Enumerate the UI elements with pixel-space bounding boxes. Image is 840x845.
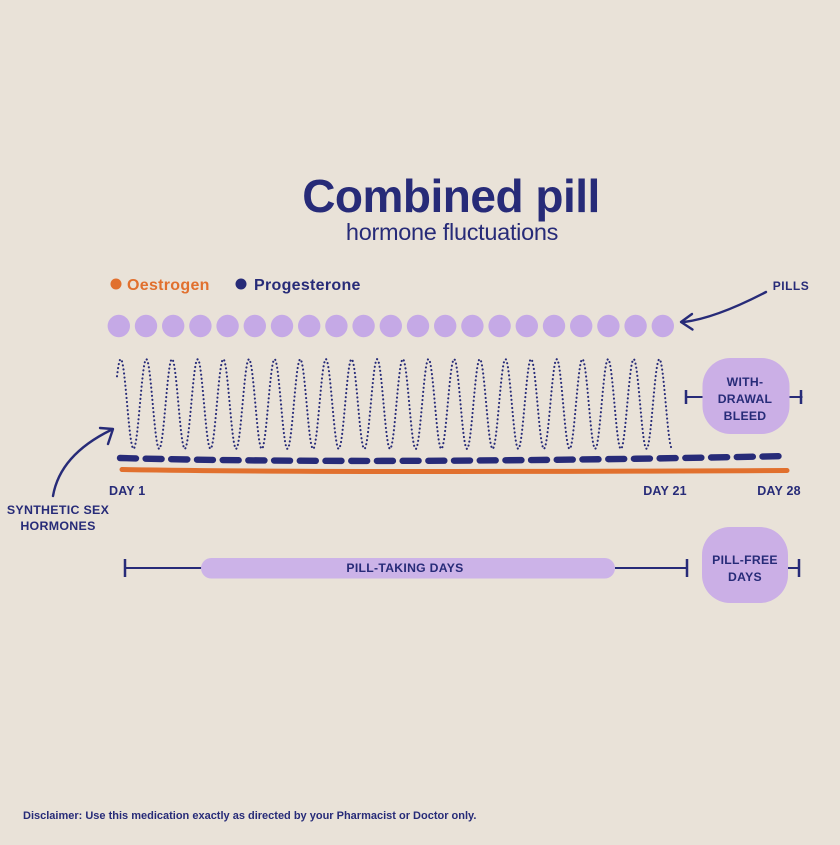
svg-text:SYNTHETIC SEX: SYNTHETIC SEX (7, 503, 110, 517)
svg-text:Oestrogen: Oestrogen (127, 277, 210, 294)
svg-text:HORMONES: HORMONES (20, 519, 95, 533)
svg-text:DRAWAL: DRAWAL (718, 392, 773, 406)
svg-text:PILL-TAKING DAYS: PILL-TAKING DAYS (346, 561, 463, 575)
svg-text:Disclaimer: Use this medicatio: Disclaimer: Use this medication exactly … (23, 810, 476, 822)
svg-text:DAY 28: DAY 28 (757, 484, 801, 498)
svg-text:PILL-FREE: PILL-FREE (712, 553, 778, 567)
svg-text:PILLS: PILLS (773, 279, 810, 293)
svg-text:DAYS: DAYS (728, 570, 762, 584)
svg-text:DAY 1: DAY 1 (109, 484, 145, 498)
svg-text:DAY 21: DAY 21 (643, 484, 687, 498)
svg-text:Progesterone: Progesterone (254, 277, 361, 294)
svg-text:Combined pill: Combined pill (302, 170, 600, 222)
svg-text:WITH-: WITH- (727, 375, 764, 389)
svg-text:BLEED: BLEED (724, 409, 767, 423)
svg-text:hormone fluctuations: hormone fluctuations (346, 219, 558, 245)
